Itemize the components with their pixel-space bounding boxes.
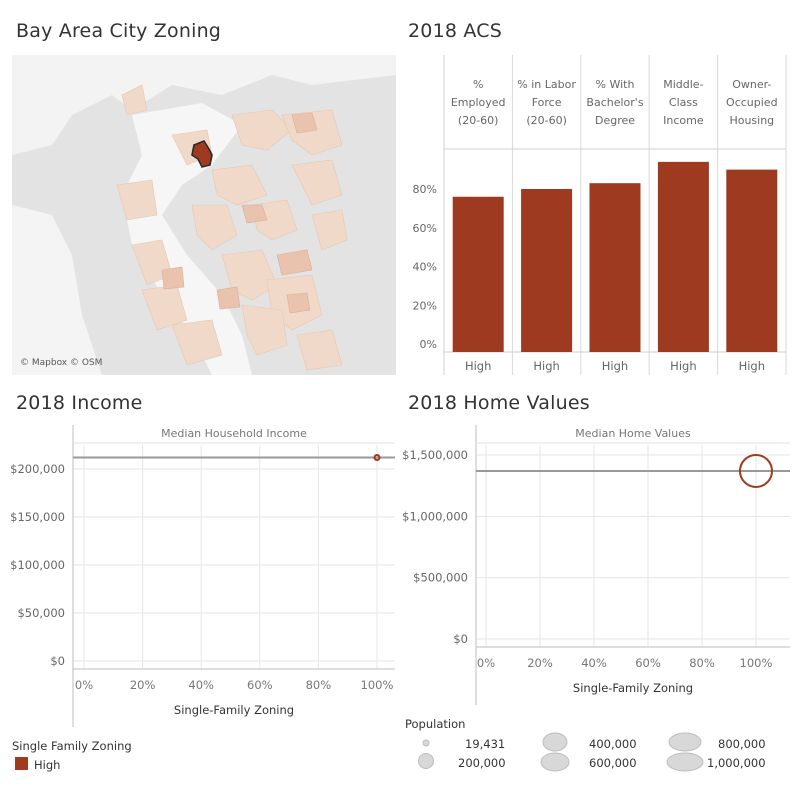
acs-column-header: Force [532,96,562,109]
acs-column-header: % in Labor [517,78,576,91]
acs-y-tick-label: 40% [413,261,437,274]
zoning-legend-title: Single Family Zoning [12,739,132,753]
home-x-axis-title: Single-Family Zoning [573,681,693,695]
home-header: Median Home Values [575,427,691,440]
home-values-scatter-chart: $0 $500,000 $1,000,000 $1,500,000 Median Hom… [402,425,790,705]
income-x-axis-title: Single-Family Zoning [174,703,294,717]
size-marker-800000 [668,732,702,752]
size-label-400000: 400,000 [589,737,637,751]
acs-y-tick-label: 60% [413,222,437,235]
size-label-800000: 800,000 [718,737,766,751]
acs-column-header: Employed [451,96,506,109]
income-data-point [373,453,381,461]
home-x-tick-label: 40% [581,656,607,670]
income-x-tick-label: 20% [130,678,156,692]
acs-column-header: Housing [729,114,774,127]
size-marker-400000 [542,732,568,752]
income-x-tick-label: 40% [188,678,214,692]
income-y-tick-label: $100,000 [10,558,65,572]
acs-column-header: % [473,78,483,91]
acs-column-header: % With [596,78,635,91]
home-y-tick-label: $0 [453,632,468,646]
income-y-tick-label: $200,000 [10,462,65,476]
income-y-tick-label: $150,000 [10,510,65,524]
acs-column-header: (20-60) [526,114,567,127]
acs-bar [589,183,641,352]
acs-category-label: High [465,359,491,373]
legend-swatch-high[interactable] [15,757,28,770]
home-x-tick-label: 0% [477,656,495,670]
acs-column-header: Middle- [663,78,703,91]
home-data-point [739,453,773,488]
income-x-tick-label: 100% [361,678,394,692]
home-y-tick-label: $1,000,000 [402,509,468,523]
size-label-600000: 600,000 [589,756,637,770]
size-marker-600000 [540,752,570,772]
income-y-tick-label: $50,000 [17,606,65,620]
size-label-200000: 200,000 [458,756,506,770]
home-y-tick-label: $500,000 [413,571,468,585]
acs-y-tick-label: 80% [413,183,437,196]
acs-column-header: Class [669,96,698,109]
home-values-title: 2018 Home Values [408,392,590,414]
income-x-tick-label: 80% [306,678,332,692]
map-canvas [12,55,396,375]
income-scatter-chart: $0 $50,000 $100,000 $150,000 $200,000 Median … [10,425,395,727]
population-legend-title: Population [405,717,466,731]
income-x-tick-label: 0% [75,678,93,692]
zoning-map[interactable] [12,55,396,375]
acs-category-label: High [739,359,765,373]
size-marker-19431 [422,739,430,747]
acs-bar [726,169,778,352]
size-marker-1000000 [666,752,704,772]
acs-category-label: High [602,359,628,373]
acs-bar-chart: 0% 20% 40% 60% 80%% Employed (20-60) High % in L… [413,55,787,375]
acs-column-header: Income [663,114,704,127]
acs-bar [521,189,573,352]
highlighted-city[interactable] [191,140,213,168]
home-y-tick-label: $1,500,000 [402,448,468,462]
population-size-legend [418,732,704,772]
home-x-tick-label: 20% [527,656,553,670]
home-x-tick-label: 100% [740,656,773,670]
map-credit: © Mapbox © OSM [20,358,103,368]
size-label-19431: 19,431 [465,737,506,751]
home-x-tick-label: 60% [635,656,661,670]
size-marker-200000 [418,753,434,769]
legend-label-high[interactable]: High [34,758,61,772]
income-title: 2018 Income [16,392,143,414]
income-header: Median Household Income [161,427,307,440]
acs-column-header: Owner- [732,78,771,91]
income-y-tick-label: $0 [50,654,65,668]
map-title: Bay Area City Zoning [16,20,222,42]
acs-column-header: Occupied [726,96,778,109]
income-x-tick-label: 60% [247,678,273,692]
acs-column-header: Bachelor's [586,96,643,109]
acs-category-label: High [533,359,559,373]
acs-y-tick-label: 0% [420,338,437,351]
size-label-1000000: 1,000,000 [707,756,766,770]
acs-title: 2018 ACS [408,20,502,42]
acs-y-tick-label: 20% [413,299,437,312]
home-x-tick-label: 80% [689,656,715,670]
acs-category-label: High [670,359,696,373]
acs-column-header: (20-60) [458,114,499,127]
acs-column-header: Degree [595,114,635,127]
acs-bar [452,196,504,352]
acs-bar [657,161,709,352]
